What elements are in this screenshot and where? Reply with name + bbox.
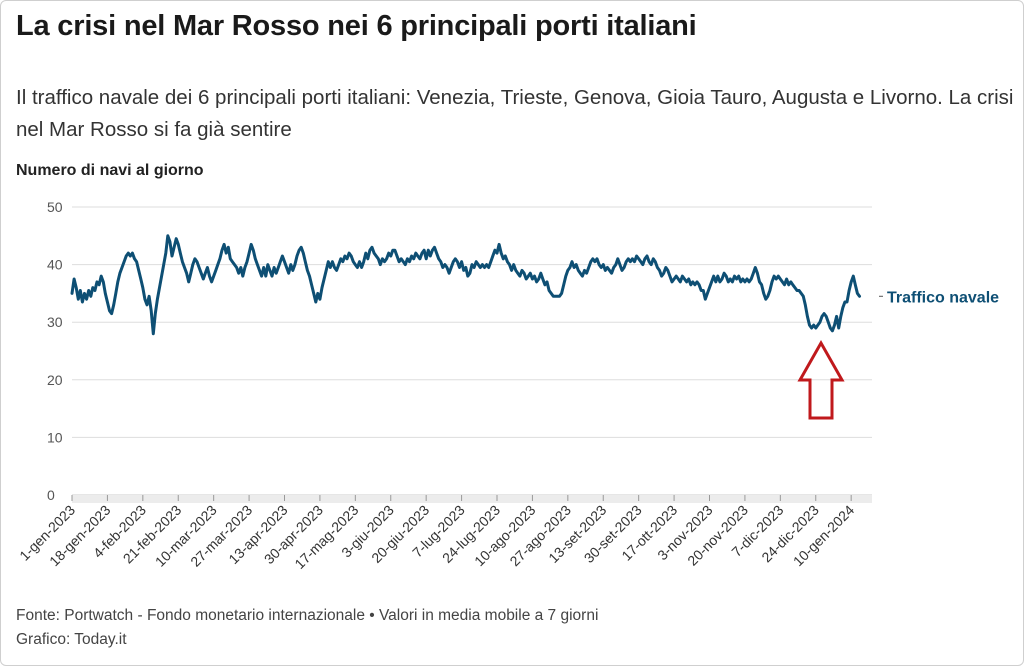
y-tick-label: 30 [47,314,63,330]
y-axis-title: Numero di navi al giorno [16,162,204,179]
y-tick-label: 40 [47,257,63,273]
y-axis-ticks: 0 10 20 30 40 50 [47,199,63,503]
y-tick-label: 20 [47,372,63,388]
series-label-group: Traffico navale [879,289,999,306]
page-subtitle: Il traffico navale dei 6 principali port… [16,86,1014,141]
line-chart: 0 10 20 30 40 50 1-gen-202318-gen-20234-feb-2… [16,199,999,572]
y-tick-label: 0 [47,487,55,503]
red-up-arrow-annotation [797,339,845,420]
x-axis-ticks: 1-gen-202318-gen-20234-feb-202321-feb-20… [16,495,857,572]
y-tick-label: 10 [47,429,63,445]
series-label: Traffico navale [887,289,999,306]
source-note: Fonte: Portwatch - Fondo monetario inter… [16,607,599,624]
page-title: La crisi nel Mar Rosso nei 6 principali … [16,10,697,42]
credit-note: Grafico: Today.it [16,631,127,648]
x-axis-band [72,495,872,503]
grid-lines [72,206,872,503]
y-tick-label: 50 [47,199,63,215]
series-line-traffico-navale [70,234,861,336]
